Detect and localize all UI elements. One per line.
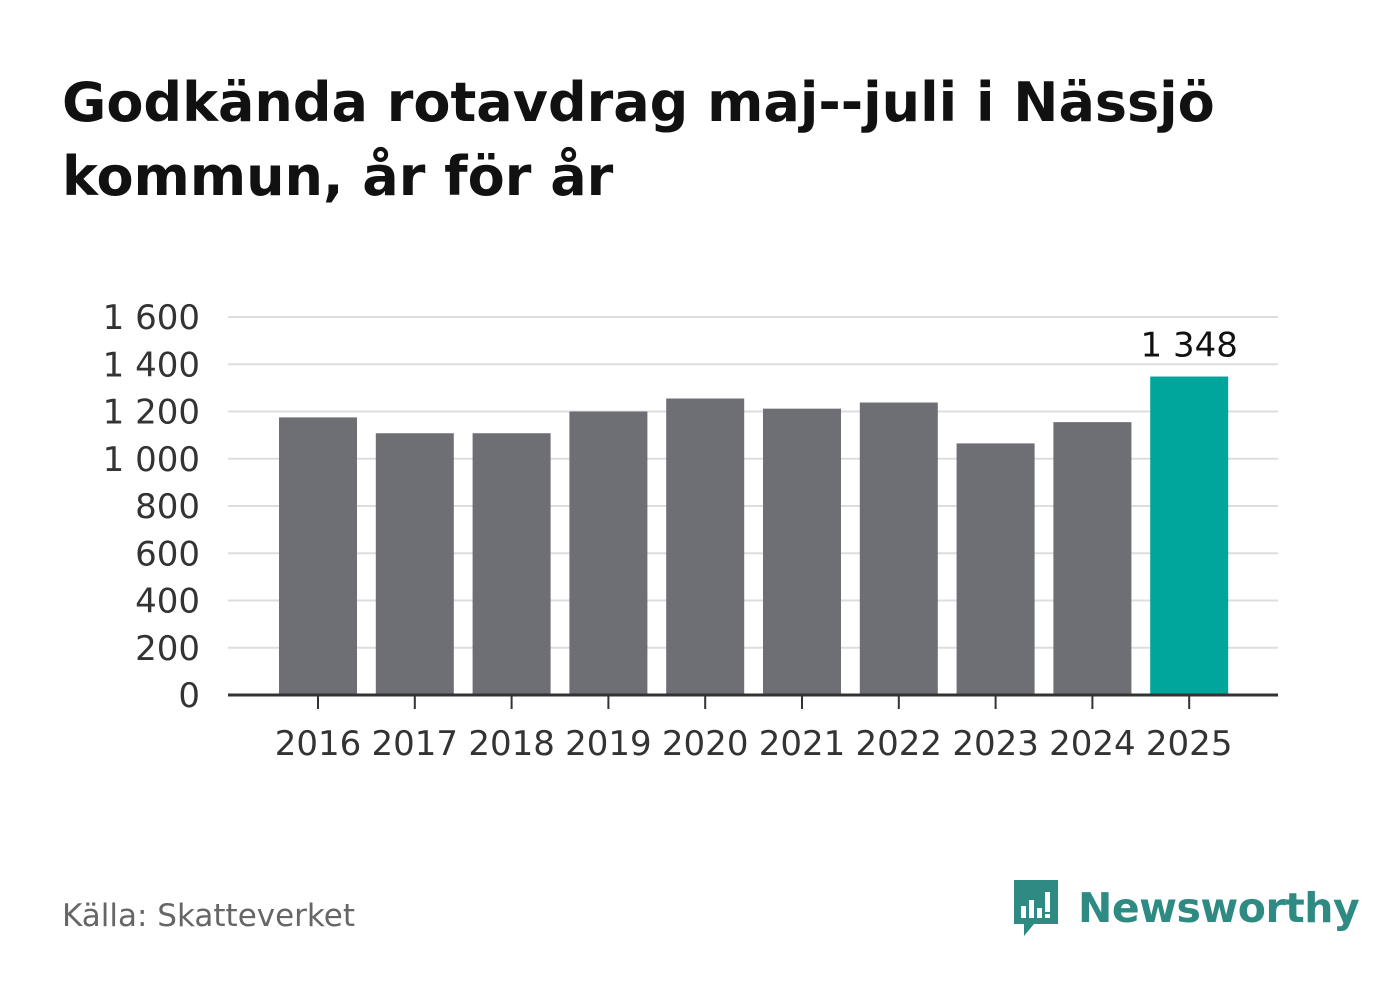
y-tick-label: 1 000 <box>103 440 200 480</box>
bar-2017 <box>375 433 454 695</box>
y-tick-label: 800 <box>135 487 200 527</box>
y-tick-label: 1 600 <box>103 298 200 338</box>
bar-2023 <box>956 443 1035 695</box>
x-tick-label: 2022 <box>856 724 943 764</box>
data-labels: 1 348 <box>1141 326 1238 366</box>
data-label: 1 348 <box>1141 326 1238 366</box>
newsworthy-logo-icon <box>1014 880 1058 936</box>
x-tick-label: 2017 <box>372 724 459 764</box>
y-tick-label: 1 400 <box>103 345 200 385</box>
chart-title: Godkända rotavdrag maj--juli i Nässjö ko… <box>62 71 1215 208</box>
bar-2025 <box>1150 376 1229 695</box>
x-tick-label: 2016 <box>275 724 362 764</box>
y-tick-label: 0 <box>178 676 200 716</box>
x-tick-label: 2024 <box>1049 724 1136 764</box>
brand-logo: Newsworthy <box>1010 878 1360 938</box>
bar-2020 <box>666 398 745 695</box>
x-axis-ticks: 2016 2017 2018 2019 2020 2021 2022 2023 2024 2025 <box>275 695 1233 764</box>
y-tick-label: 200 <box>135 629 200 669</box>
bar-2024 <box>1053 422 1132 695</box>
x-tick-label: 2025 <box>1146 724 1233 764</box>
bar-2018 <box>472 433 551 695</box>
x-tick-label: 2018 <box>468 724 555 764</box>
source-note: Källa: Skatteverket <box>62 898 356 934</box>
x-tick-label: 2021 <box>759 724 846 764</box>
bar-2022 <box>859 402 938 695</box>
bars <box>279 376 1229 695</box>
y-tick-label: 400 <box>135 582 200 622</box>
y-axis-ticks: 0 200 400 600 800 1 000 1 200 1 400 1 600 <box>103 298 200 716</box>
brand-name: Newsworthy <box>1078 884 1360 932</box>
bar-2016 <box>279 417 357 695</box>
x-tick-label: 2020 <box>662 724 749 764</box>
x-tick-label: 2023 <box>952 724 1039 764</box>
y-tick-label: 1 200 <box>103 393 200 433</box>
bar-2019 <box>569 411 648 695</box>
x-tick-label: 2019 <box>565 724 652 764</box>
bar-2021 <box>763 408 841 695</box>
y-tick-label: 600 <box>135 534 200 574</box>
